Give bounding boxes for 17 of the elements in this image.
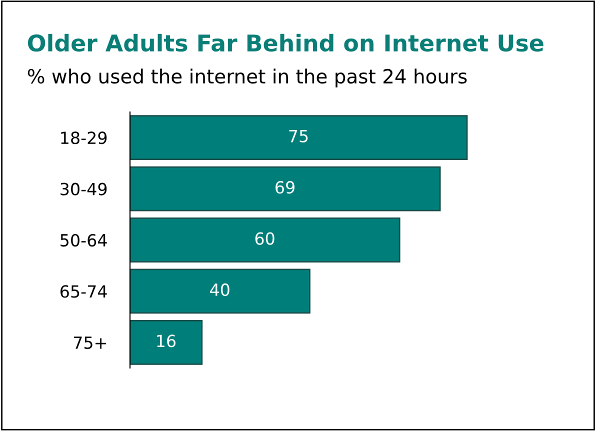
- bar: [130, 115, 468, 160]
- bar: [130, 268, 310, 314]
- y-tick-label: 18-29: [61, 132, 107, 144]
- data-label: 16: [157, 334, 176, 348]
- y-tick-label: 30-49: [60, 182, 107, 196]
- bar: [130, 320, 203, 365]
- bar: [130, 218, 400, 262]
- data-label: 40: [210, 283, 230, 296]
- data-label: 75: [289, 130, 308, 142]
- chart-title: Older Adults Far Behind on Internet Use: [28, 34, 544, 52]
- data-label: 60: [255, 232, 274, 245]
- bar: [130, 166, 441, 212]
- y-tick-label: 50-64: [60, 234, 107, 247]
- chart-subtitle: % who used the internet in the past 24 hours: [28, 68, 467, 88]
- y-tick-label: 75+: [74, 336, 106, 349]
- y-tick-label: 65-74: [60, 285, 107, 298]
- data-label: 69: [276, 181, 294, 194]
